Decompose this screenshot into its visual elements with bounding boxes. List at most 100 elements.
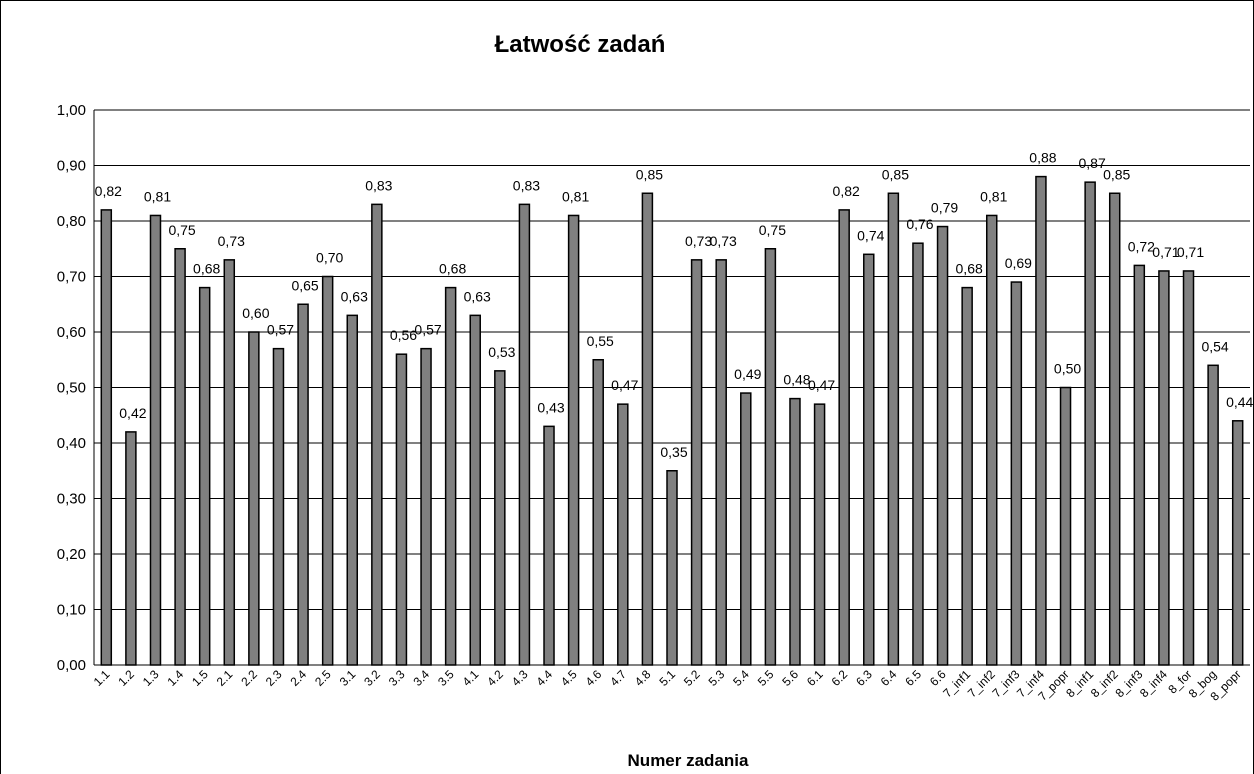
bar [1108, 192, 1121, 666]
data-label: 0,88 [1029, 150, 1056, 166]
bar [1231, 420, 1244, 666]
data-label: 0,43 [537, 399, 564, 415]
bar [100, 209, 113, 666]
data-label: 0,73 [685, 233, 712, 249]
data-label: 0,57 [267, 322, 294, 338]
bar [641, 192, 654, 666]
bar [1010, 281, 1023, 666]
bar [1035, 175, 1047, 666]
data-label: 0,71 [1152, 244, 1179, 260]
data-label: 0,70 [316, 250, 343, 266]
data-label: 0,83 [513, 177, 540, 193]
y-tick-label: 0,60 [57, 324, 86, 341]
data-label: 0,82 [833, 183, 860, 199]
data-label: 0,56 [390, 327, 417, 343]
y-tick-label: 0,00 [57, 657, 86, 674]
data-label: 0,82 [95, 183, 122, 199]
data-label: 0,72 [1128, 238, 1155, 254]
data-label: 0,68 [956, 261, 983, 277]
bar [813, 403, 826, 666]
bar [617, 403, 629, 666]
bar [961, 286, 973, 666]
y-tick-label: 0,40 [57, 435, 86, 452]
bar [690, 259, 703, 666]
data-label: 0,63 [464, 288, 491, 304]
y-tick-label: 0,70 [57, 269, 86, 286]
data-label: 0,63 [341, 288, 368, 304]
data-label: 0,73 [710, 233, 737, 249]
bar [789, 397, 801, 666]
data-label: 0,54 [1201, 338, 1228, 354]
bar [936, 225, 949, 666]
bar [1059, 386, 1072, 666]
y-tick-label: 0,20 [57, 546, 86, 563]
y-tick-label: 0,90 [57, 158, 86, 175]
data-label: 0,55 [587, 333, 614, 349]
data-label: 0,85 [636, 166, 663, 182]
bar [125, 431, 137, 666]
bar [248, 331, 260, 666]
bar [666, 470, 678, 666]
bar [321, 275, 334, 666]
data-label: 0,50 [1054, 361, 1081, 377]
bar [272, 347, 285, 666]
data-label: 0,69 [1005, 255, 1032, 271]
data-label: 0,74 [857, 227, 884, 243]
y-tick-label: 0,10 [57, 602, 86, 619]
bar [494, 370, 506, 666]
data-label: 0,85 [1103, 166, 1130, 182]
data-label: 0,49 [734, 366, 761, 382]
bar [346, 314, 359, 666]
bar [297, 303, 309, 666]
bar [1084, 181, 1096, 666]
data-label: 0,76 [906, 216, 933, 232]
data-label: 0,83 [365, 177, 392, 193]
bar [715, 259, 727, 666]
bar [863, 253, 875, 666]
bar [198, 286, 211, 666]
data-label: 0,79 [931, 200, 958, 216]
data-label: 0,75 [759, 222, 786, 238]
data-label: 0,85 [882, 166, 909, 182]
data-label: 0,44 [1226, 394, 1253, 410]
data-label: 0,42 [119, 405, 146, 421]
bar [985, 214, 998, 666]
y-tick-label: 1,00 [57, 102, 86, 119]
bar [838, 209, 850, 666]
chart-title: Łatwość zadań [495, 31, 666, 58]
bar [1158, 270, 1170, 666]
data-label: 0,57 [414, 322, 441, 338]
bar [223, 259, 236, 666]
bar [395, 353, 408, 666]
bar [420, 347, 432, 666]
data-label: 0,81 [980, 188, 1007, 204]
bar [543, 425, 555, 666]
data-label: 0,48 [783, 372, 810, 388]
data-label: 0,35 [660, 444, 687, 460]
data-label: 0,65 [291, 277, 318, 293]
y-tick-label: 0,80 [57, 213, 86, 230]
x-axis-label: Numer zadania [628, 751, 749, 770]
bar [518, 203, 531, 666]
bar [740, 392, 752, 666]
data-label: 0,81 [144, 188, 171, 204]
data-label: 0,68 [193, 261, 220, 277]
data-label: 0,71 [1177, 244, 1204, 260]
data-label: 0,68 [439, 261, 466, 277]
bar [567, 214, 580, 666]
bar [1207, 364, 1219, 666]
data-label: 0,53 [488, 344, 515, 360]
data-label: 0,47 [808, 377, 835, 393]
bar [371, 203, 383, 666]
bar [1182, 270, 1195, 666]
bar [1133, 264, 1146, 666]
bar [592, 359, 604, 666]
data-label: 0,73 [218, 233, 245, 249]
bar [764, 248, 777, 666]
data-label: 0,75 [168, 222, 195, 238]
bar [469, 314, 481, 666]
y-tick-label: 0,30 [57, 491, 86, 508]
bar [174, 248, 186, 666]
data-label: 0,47 [611, 377, 638, 393]
